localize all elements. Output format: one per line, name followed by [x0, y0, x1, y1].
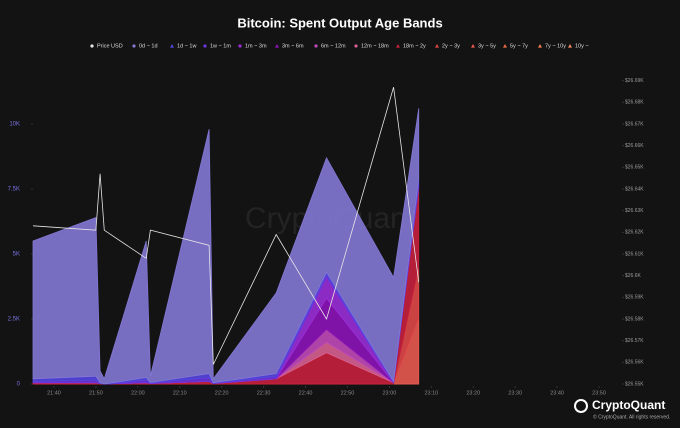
x-tick-label: 23:40: [550, 390, 564, 396]
y2-tick-label: $26.62K: [625, 230, 644, 236]
y2-tick-label: $26.56K: [625, 360, 644, 366]
legend-label: Price USD: [97, 43, 123, 49]
legend-marker: [568, 44, 572, 48]
y2-tick-label: $26.67K: [625, 121, 644, 127]
x-tick-label: 21:40: [47, 390, 61, 396]
y2-tick-label: $26.69K: [625, 78, 644, 84]
y-tick-label: 5K: [13, 252, 20, 258]
legend-label: 12m ~ 18m: [361, 43, 389, 49]
legend-label: 0d ~ 1d: [139, 43, 158, 49]
price-line: [32, 87, 420, 365]
y2-tick-label: $26.63K: [625, 208, 644, 214]
y-tick-label: 7.5K: [8, 187, 20, 193]
legend-label: 1d ~ 1w: [177, 43, 196, 49]
y2-tick-label: $26.57K: [625, 338, 644, 344]
legend-label: 6m ~ 12m: [321, 43, 346, 49]
legend-label: 10y ~: [575, 43, 589, 49]
legend-marker: [503, 44, 507, 48]
legend-label: 2y ~ 3y: [442, 43, 460, 49]
y2-tick-label: $26.64K: [625, 186, 644, 192]
legend-label: 1w ~ 1m: [210, 43, 231, 49]
x-tick-label: 22:50: [341, 390, 355, 396]
legend-label: 7y ~ 10y: [545, 43, 566, 49]
y2-tick-label: $26.58K: [625, 316, 644, 322]
legend-marker: [471, 44, 475, 48]
legend-marker: [275, 44, 279, 48]
legend-marker: [396, 44, 400, 48]
y2-tick-label: $26.65K: [625, 165, 644, 171]
x-tick-label: 22:40: [299, 390, 313, 396]
legend-label: 3m ~ 6m: [282, 43, 304, 49]
x-tick-label: 22:00: [131, 390, 145, 396]
y2-tick-label: $26.66K: [625, 143, 644, 149]
brand-logo: [574, 399, 588, 413]
legend-marker: [170, 44, 174, 48]
legend-marker: [314, 44, 318, 48]
y2-tick-label: $26.68K: [625, 100, 644, 106]
x-tick-label: 22:10: [173, 390, 187, 396]
x-tick-label: 22:30: [257, 390, 271, 396]
legend-label: 18m ~ 2y: [403, 43, 426, 49]
x-tick-label: 21:50: [89, 390, 103, 396]
y2-tick-label: $26.59K: [625, 295, 644, 301]
legend-label: 5y ~ 7y: [510, 43, 528, 49]
legend-marker: [90, 44, 94, 48]
legend-label: 3y ~ 5y: [478, 43, 496, 49]
area: [32, 108, 420, 385]
brand-name: CryptoQuant: [592, 398, 665, 412]
x-tick-label: 23:00: [383, 390, 397, 396]
legend-marker: [354, 44, 358, 48]
legend-marker: [203, 44, 207, 48]
legend-marker: [132, 44, 136, 48]
legend-marker: [435, 44, 439, 48]
y-tick-label: 10K: [9, 122, 20, 128]
legend-marker: [238, 44, 242, 48]
x-tick-label: 23:30: [508, 390, 522, 396]
y2-tick-label: $26.6K: [625, 273, 642, 279]
y2-tick-label: $26.55K: [625, 381, 644, 387]
y-tick-label: 0: [17, 382, 21, 388]
y2-tick-label: $26.61K: [625, 251, 644, 257]
y-tick-label: 2.5K: [8, 317, 20, 323]
copyright: © CryptoQuant. All rights reserved.: [593, 413, 670, 420]
legend-label: 1m ~ 3m: [245, 43, 267, 49]
x-tick-label: 23:10: [424, 390, 438, 396]
legend-marker: [538, 44, 542, 48]
x-tick-label: 22:20: [215, 390, 229, 396]
x-tick-label: 23:20: [466, 390, 480, 396]
x-tick-label: 23:50: [592, 390, 606, 396]
chart-title: Bitcoin: Spent Output Age Bands: [237, 15, 442, 30]
